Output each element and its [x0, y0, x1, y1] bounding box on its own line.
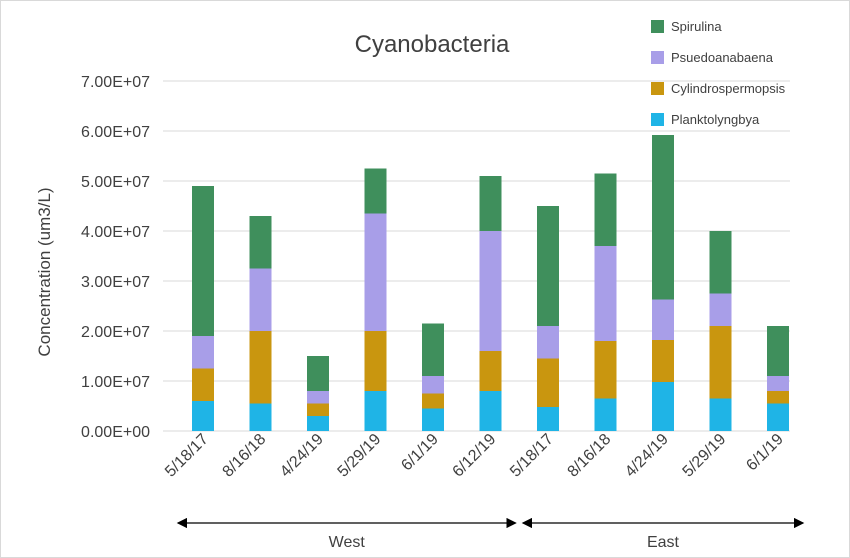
bar-segment [537, 326, 559, 359]
y-tick-label: 0.00E+00 [81, 424, 150, 441]
x-tick-label: 4/24/19 [622, 431, 672, 481]
x-tick-label: 5/29/19 [335, 431, 385, 481]
bar-segment [479, 176, 502, 231]
bar-segment [192, 401, 214, 431]
bar-segment [709, 231, 732, 294]
y-tick-label: 4.00E+07 [81, 224, 150, 241]
bar-segment [307, 356, 329, 391]
bar-segment [767, 403, 789, 431]
bar-segment [307, 416, 329, 431]
x-tick-labels: 5/18/17 8/16/18 4/24/19 5/29/19 6/1/19 6/12/1… [162, 431, 787, 481]
x-tick-label: 6/1/19 [743, 431, 787, 475]
bar-segment [652, 382, 674, 431]
y-tick-labels: 0.00E+00 1.00E+07 2.00E+07 3.00E+07 4.00E+07… [81, 74, 150, 441]
bar-segment [767, 391, 789, 404]
bar-segment [594, 173, 617, 246]
bars [192, 135, 789, 431]
bar-segment [249, 331, 272, 404]
y-tick-label: 3.00E+07 [81, 274, 150, 291]
legend-swatch [651, 20, 664, 33]
bar-segment [652, 340, 674, 382]
bar-segment [652, 299, 674, 340]
legend-label: Spirulina [671, 19, 722, 34]
bar-segment [422, 408, 444, 431]
bar-segment [479, 231, 502, 351]
x-tick-label: 5/29/19 [680, 431, 730, 481]
x-tick-label: 4/24/19 [277, 431, 327, 481]
group-annotations: West East [176, 517, 805, 551]
bar-segment [479, 351, 502, 391]
legend-swatch [651, 113, 664, 126]
bar-segment [652, 135, 674, 300]
x-tick-label: 5/18/17 [507, 431, 557, 481]
bar-segment [594, 246, 617, 341]
y-tick-label: 2.00E+07 [81, 324, 150, 341]
y-tick-label: 7.00E+07 [81, 74, 150, 91]
x-tick-label: 6/1/19 [398, 431, 442, 475]
bar-segment [594, 398, 617, 431]
bar-segment [767, 326, 789, 376]
bar-segment [422, 323, 444, 376]
bar-segment [307, 403, 329, 416]
y-axis-title: Concentration (um3/L) [35, 187, 54, 356]
legend-label: Planktolyngbya [671, 112, 760, 127]
bar-segment [709, 398, 732, 431]
x-tick-label: 5/18/17 [162, 431, 212, 481]
legend-label: Cylindrospermopsis [671, 81, 786, 96]
x-tick-label: 8/16/18 [220, 431, 270, 481]
legend: Spirulina Psuedoanabaena Cylindrospermopsi… [651, 19, 786, 127]
bar-segment [479, 391, 502, 431]
bar-segment [364, 213, 387, 331]
y-tick-label: 6.00E+07 [81, 124, 150, 141]
x-tick-label: 8/16/18 [565, 431, 615, 481]
bar-segment [422, 376, 444, 394]
chart-title: Cyanobacteria [355, 31, 510, 58]
bar-segment [307, 391, 329, 404]
y-tick-label: 1.00E+07 [81, 374, 150, 391]
bar-segment [192, 368, 214, 401]
legend-label: Psuedoanabaena [671, 50, 774, 65]
bar-segment [422, 393, 444, 409]
bar-segment [249, 403, 272, 431]
legend-swatch [651, 51, 664, 64]
x-tick-label: 6/12/19 [450, 431, 500, 481]
bar-segment [537, 407, 559, 431]
bar-segment [537, 206, 559, 326]
group-label: West [329, 534, 366, 551]
bar-segment [364, 168, 387, 214]
legend-swatch [651, 82, 664, 95]
bar-segment [249, 268, 272, 331]
bar-segment [594, 341, 617, 399]
bar-segment [767, 376, 789, 391]
bar-segment [249, 216, 272, 269]
bar-segment [192, 336, 214, 369]
bar-segment [709, 293, 732, 326]
bar-segment [364, 331, 387, 391]
bar-segment [537, 358, 559, 407]
bar-segment [192, 186, 214, 336]
group-label: East [647, 534, 680, 551]
bar-segment [364, 391, 387, 431]
bar-segment [709, 326, 732, 399]
y-tick-label: 5.00E+07 [81, 174, 150, 191]
